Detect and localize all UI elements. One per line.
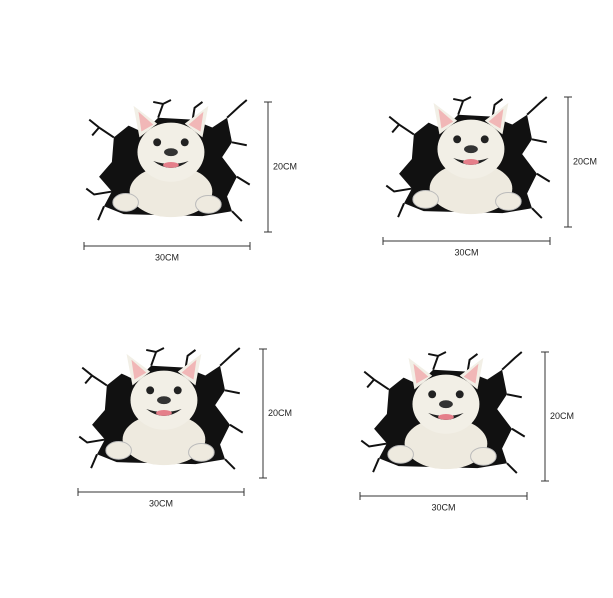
width-label: 30CM [431,502,455,512]
height-label: 20CM [573,156,597,166]
panels: 30CM 20CM 30CM 20CM 30CM 20CM 30CM 20CM [77,95,597,512]
dog-sticker [85,98,251,223]
width-label: 30CM [149,498,173,508]
product-panel: 30CM 20CM [77,346,292,508]
height-label: 20CM [550,411,574,421]
dog-sticker [385,95,551,220]
product-panel: 30CM 20CM [382,95,597,257]
height-label: 20CM [268,408,292,418]
height-label: 20CM [273,161,297,171]
product-panel: 30CM 20CM [359,350,574,512]
width-label: 30CM [155,252,179,262]
dog-sticker [360,350,526,475]
width-label: 30CM [454,247,478,257]
dog-sticker [78,346,244,471]
product-panel: 30CM 20CM [83,98,297,262]
